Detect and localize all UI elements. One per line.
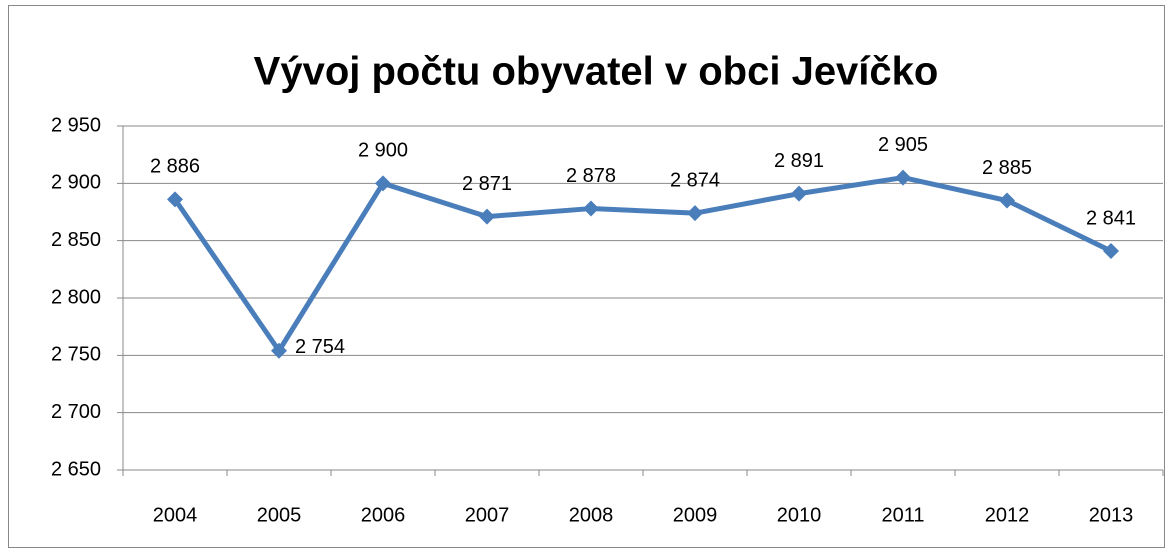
x-tick-label: 2012 xyxy=(985,504,1030,526)
data-label: 2 754 xyxy=(295,336,345,358)
y-tick-label: 2 800 xyxy=(51,286,101,308)
y-tick-label: 2 750 xyxy=(51,344,101,366)
x-tick-label: 2006 xyxy=(361,504,406,526)
x-tick-label: 2004 xyxy=(153,504,198,526)
data-label: 2 891 xyxy=(774,150,824,172)
x-tick-label: 2010 xyxy=(777,504,822,526)
x-tick-label: 2011 xyxy=(881,504,924,526)
x-tick-label: 2007 xyxy=(465,504,510,526)
x-tick-label: 2008 xyxy=(569,504,614,526)
data-point xyxy=(791,185,807,202)
data-label: 2 886 xyxy=(150,156,200,178)
data-point xyxy=(479,208,495,225)
data-label: 2 878 xyxy=(566,165,616,187)
data-point xyxy=(375,175,391,192)
data-point xyxy=(999,192,1015,209)
data-point xyxy=(1103,242,1119,259)
x-tick-label: 2009 xyxy=(673,504,718,526)
data-point xyxy=(687,205,703,222)
y-tick-label: 2 850 xyxy=(51,229,101,251)
chart-border xyxy=(8,5,1165,548)
data-label: 2 900 xyxy=(358,140,408,162)
line-series xyxy=(172,175,1113,354)
x-tick-label: 2013 xyxy=(1089,504,1134,526)
y-tick-label: 2 950 xyxy=(51,114,101,136)
data-label: 2 871 xyxy=(462,173,512,195)
data-label: 2 874 xyxy=(670,169,720,191)
data-label: 2 885 xyxy=(982,157,1032,179)
y-tick-label: 2 700 xyxy=(51,401,101,423)
data-point xyxy=(895,169,911,186)
chart-title: Vývoj počtu obyvatel v obci Jevíčko xyxy=(254,50,939,94)
data-label: 2 841 xyxy=(1086,207,1136,229)
data-point xyxy=(271,342,287,359)
y-tick-label: 2 650 xyxy=(51,458,101,480)
x-tick-label: 2005 xyxy=(257,504,302,526)
data-point xyxy=(583,200,599,217)
y-tick-label: 2 900 xyxy=(51,172,101,194)
data-point xyxy=(167,191,183,208)
data-label: 2 905 xyxy=(878,134,928,156)
